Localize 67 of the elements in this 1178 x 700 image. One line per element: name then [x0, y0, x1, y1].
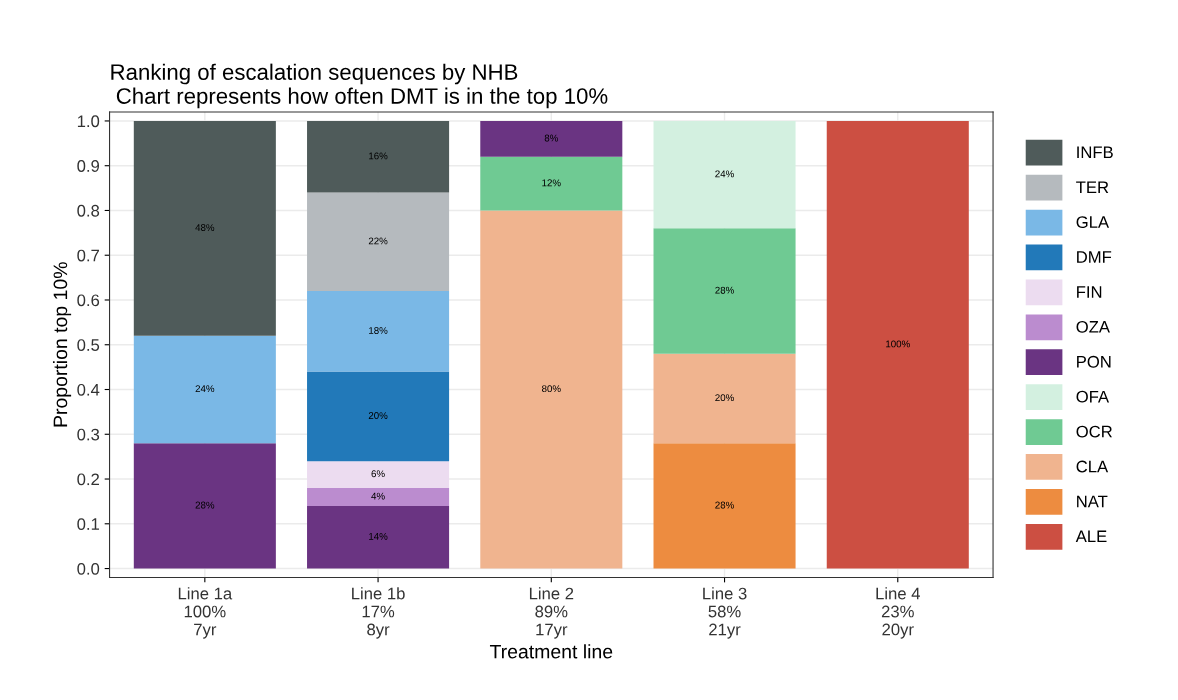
bar — [653, 228, 796, 354]
data-label: 20% — [715, 394, 734, 402]
y-tick-label: 0.4 — [77, 383, 100, 396]
bar — [653, 353, 796, 444]
bar — [480, 120, 623, 157]
legend-label: OFA — [1076, 390, 1110, 403]
x-tick-label: Line 2 89% 17yr — [529, 587, 574, 639]
x-tick-label: Line 4 23% 20yr — [876, 587, 920, 639]
legend-label: TER — [1076, 181, 1109, 193]
bar — [307, 120, 450, 193]
bar — [307, 371, 450, 462]
legend-label: PON — [1077, 355, 1111, 368]
data-label: 80% — [542, 385, 561, 393]
data-label: 28% — [715, 286, 734, 294]
bar — [307, 461, 450, 488]
data-label: 12% — [542, 179, 561, 187]
y-tick-label: 1.0 — [77, 115, 100, 128]
legend-label: OCR — [1076, 425, 1112, 438]
legend-label: CLA — [1076, 460, 1109, 473]
bar — [307, 505, 450, 569]
bar — [653, 443, 796, 569]
bar — [133, 335, 276, 444]
bar — [826, 120, 969, 569]
y-tick-label: 0.6 — [77, 294, 100, 307]
data-label: 24% — [715, 170, 734, 178]
y-axis-title: Proportion top 10% — [52, 262, 72, 427]
x-tick-label: Line 1b 17% 8yr — [352, 587, 405, 639]
bar — [307, 487, 450, 506]
data-label: 100% — [886, 340, 910, 348]
chart-title: Ranking of escalation sequences by NHB Chart represents how often DMT is in the top 10% — [111, 63, 608, 109]
legend-label: GLA — [1076, 216, 1110, 228]
data-label: 22% — [368, 237, 388, 245]
bar — [480, 210, 623, 569]
legend-label: NAT — [1077, 495, 1108, 508]
legend-label: INFB — [1077, 146, 1113, 158]
data-label: 18% — [369, 327, 388, 334]
bar — [133, 443, 276, 569]
y-tick-label: 0.3 — [77, 428, 100, 441]
data-label: 14% — [369, 532, 388, 540]
legend-label: OZA — [1076, 320, 1110, 333]
data-label: 6% — [371, 470, 385, 478]
bar — [307, 192, 450, 292]
bar — [480, 156, 623, 211]
data-label: 20% — [368, 412, 388, 419]
data-label: 16% — [369, 152, 388, 160]
data-label: 4% — [371, 492, 385, 500]
data-label: 8% — [544, 134, 558, 142]
legend-label: FIN — [1077, 286, 1102, 298]
bar — [133, 120, 276, 336]
data-label: 28% — [195, 501, 215, 509]
y-tick-label: 0.7 — [77, 249, 99, 262]
x-tick-label: Line 3 58% 21yr — [703, 587, 747, 639]
data-label: 48% — [195, 224, 215, 231]
y-tick-label: 0.8 — [77, 204, 100, 217]
y-tick-label: 0.9 — [77, 160, 100, 172]
x-tick-label: Line 1a 100% 7yr — [178, 587, 233, 639]
x-axis-title: Treatment line — [489, 644, 613, 659]
y-tick-label: 0.1 — [77, 518, 100, 530]
legend-label: ALE — [1075, 530, 1107, 543]
y-tick-label: 0.5 — [77, 339, 100, 351]
data-label: 24% — [195, 385, 215, 393]
legend-label: DMF — [1077, 251, 1112, 263]
y-tick-label: 0.2 — [77, 473, 99, 486]
bar — [307, 291, 450, 372]
data-label: 28% — [715, 501, 734, 509]
y-tick-label: 0.0 — [77, 562, 100, 575]
bar — [653, 120, 796, 229]
